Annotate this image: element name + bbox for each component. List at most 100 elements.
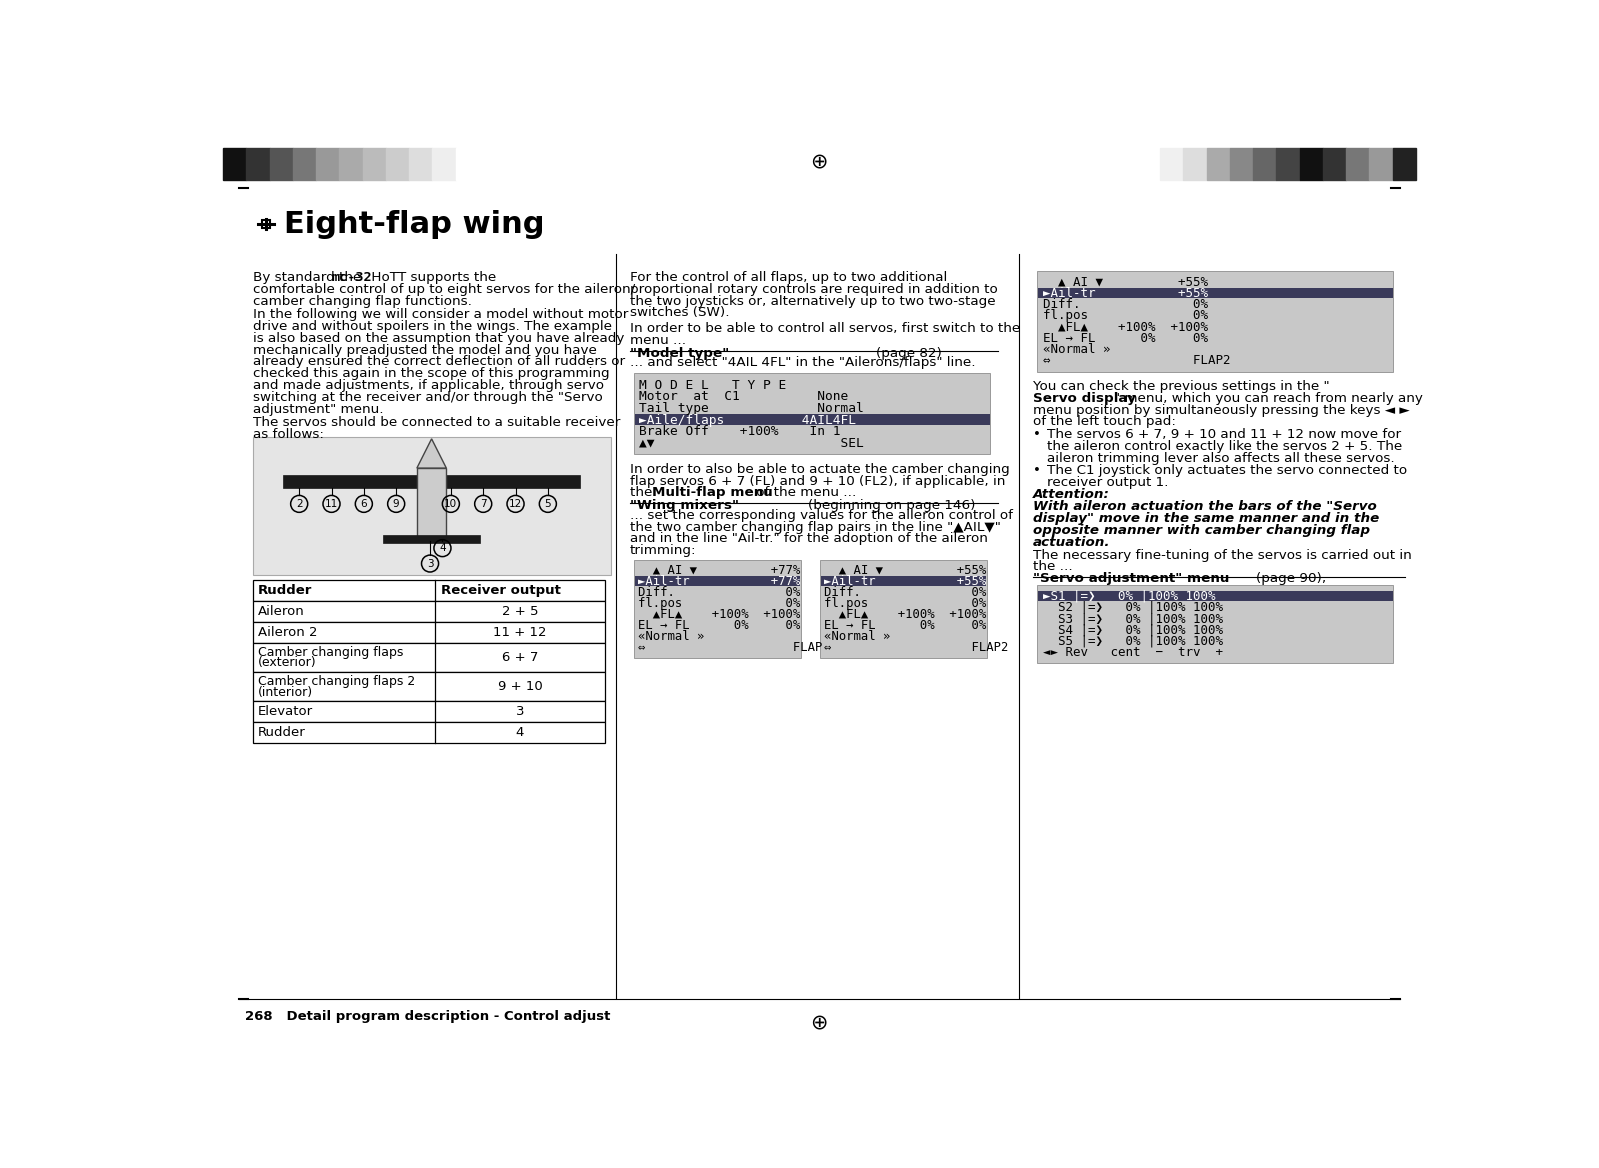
Bar	[417, 468, 446, 541]
Text: the aileron control exactly like the servos 2 + 5. The: the aileron control exactly like the ser…	[1047, 440, 1402, 453]
Text: Diff.               0%: Diff. 0%	[1043, 298, 1209, 311]
Text: "Model type": "Model type"	[630, 347, 729, 360]
Text: EL → FL      0%     0%: EL → FL 0% 0%	[1043, 332, 1209, 345]
Text: (page 90),: (page 90),	[1257, 572, 1327, 585]
Text: opposite manner with camber changing flap: opposite manner with camber changing fla…	[1033, 524, 1370, 537]
Text: as follows:: as follows:	[253, 427, 323, 442]
Text: Eight-flap wing: Eight-flap wing	[283, 210, 544, 239]
Text: 9: 9	[393, 499, 400, 509]
Text: You can check the previous settings in the ": You can check the previous settings in t…	[1033, 380, 1330, 392]
Bar	[246, 148, 270, 180]
Text: and made adjustments, if applicable, through servo: and made adjustments, if applicable, thr…	[253, 380, 603, 392]
Bar	[363, 148, 385, 180]
Text: Rudder: Rudder	[257, 584, 312, 597]
Bar	[253, 580, 604, 602]
Text: S2 |=❯   0% |100% 100%: S2 |=❯ 0% |100% 100%	[1043, 602, 1223, 614]
Bar	[1393, 148, 1415, 180]
Text: 5: 5	[545, 499, 552, 509]
Text: ⊕: ⊕	[811, 1013, 828, 1033]
Text: Aileron 2: Aileron 2	[257, 626, 318, 639]
Text: drive and without spoilers in the wings. The example: drive and without spoilers in the wings.…	[253, 320, 611, 333]
Text: 2: 2	[296, 499, 302, 509]
Bar	[1207, 148, 1230, 180]
Text: the two joysticks or, alternatively up to two two-stage: the two joysticks or, alternatively up t…	[630, 294, 996, 307]
Bar	[339, 148, 363, 180]
Text: 9 + 10: 9 + 10	[497, 680, 542, 693]
Text: of the left touch pad:: of the left touch pad:	[1033, 416, 1175, 429]
Bar	[1276, 148, 1300, 180]
Text: The C1 joystick only actuates the servo connected to: The C1 joystick only actuates the servo …	[1047, 464, 1407, 477]
Text: receiver output 1.: receiver output 1.	[1047, 475, 1169, 488]
Text: ►Ail-tr           +55%: ►Ail-tr +55%	[1043, 287, 1209, 300]
Text: 3: 3	[516, 705, 524, 718]
Text: ▲▼                        SEL: ▲▼ SEL	[640, 437, 863, 450]
Bar	[1346, 148, 1369, 180]
Text: camber changing flap functions.: camber changing flap functions.	[253, 294, 472, 307]
Bar	[224, 148, 246, 180]
Text: The servos 6 + 7, 9 + 10 and 11 + 12 now move for: The servos 6 + 7, 9 + 10 and 11 + 12 now…	[1047, 429, 1401, 442]
Bar	[253, 438, 611, 575]
Text: switching at the receiver and/or through the "Servo: switching at the receiver and/or through…	[253, 391, 603, 404]
Bar	[253, 722, 604, 743]
Text: fl.pos              0%: fl.pos 0%	[823, 597, 987, 610]
Text: In order to be able to control all servos, first switch to the: In order to be able to control all servo…	[630, 322, 1020, 335]
Bar	[1036, 271, 1393, 371]
Bar	[253, 623, 604, 642]
Text: ... set the corresponding values for the aileron control of: ... set the corresponding values for the…	[630, 509, 1014, 522]
Bar	[635, 415, 990, 425]
Bar	[293, 148, 317, 180]
Text: actuation.: actuation.	[1033, 536, 1110, 549]
Bar	[317, 148, 339, 180]
Bar	[456, 148, 478, 180]
Text: 268   Detail program description - Control adjust: 268 Detail program description - Control…	[245, 1010, 611, 1023]
Text: HoTT supports the: HoTT supports the	[368, 271, 497, 284]
Text: EL → FL      0%     0%: EL → FL 0% 0%	[823, 619, 987, 632]
Text: ►Aile/flaps          4AIL4FL: ►Aile/flaps 4AIL4FL	[640, 413, 857, 426]
Text: (interior): (interior)	[257, 686, 313, 698]
Text: (page 82): (page 82)	[876, 347, 942, 360]
Text: flap servos 6 + 7 (FL) and 9 + 10 (FL2), if applicable, in: flap servos 6 + 7 (FL) and 9 + 10 (FL2),…	[630, 474, 1006, 487]
Text: ►Ail-tr           +55%: ►Ail-tr +55%	[823, 575, 987, 588]
Bar	[1183, 148, 1207, 180]
Text: 6 + 7: 6 + 7	[502, 651, 539, 663]
Text: 10: 10	[445, 499, 457, 509]
Text: proportional rotary controls are required in addition to: proportional rotary controls are require…	[630, 283, 998, 296]
Bar	[253, 672, 604, 701]
Bar	[1230, 148, 1254, 180]
Text: S3 |=❯   0% |100% 100%: S3 |=❯ 0% |100% 100%	[1043, 612, 1223, 625]
Text: EL → FL      0%     0%: EL → FL 0% 0%	[638, 619, 800, 632]
Text: ⇔                   FLAP2: ⇔ FLAP2	[823, 641, 1007, 654]
Text: Rudder: Rudder	[257, 726, 305, 739]
Text: 12: 12	[508, 499, 523, 509]
Text: aileron trimming lever also affects all these servos.: aileron trimming lever also affects all …	[1047, 452, 1394, 465]
Bar	[1322, 148, 1346, 180]
Bar	[1300, 148, 1322, 180]
Text: Servo display: Servo display	[1033, 391, 1135, 405]
Text: Tail type              Normal: Tail type Normal	[640, 402, 863, 415]
Text: trimming:: trimming:	[630, 544, 697, 557]
Text: 6: 6	[360, 499, 368, 509]
Text: the ...: the ...	[1033, 561, 1073, 573]
Text: In the following we will consider a model without motor: In the following we will consider a mode…	[253, 308, 628, 321]
Text: ▲FL▲    +100%  +100%: ▲FL▲ +100% +100%	[1043, 320, 1209, 334]
Text: Aileron: Aileron	[257, 605, 305, 618]
Text: ▲FL▲    +100%  +100%: ▲FL▲ +100% +100%	[823, 607, 987, 620]
Text: 7: 7	[480, 499, 486, 509]
Text: Attention:: Attention:	[1033, 488, 1110, 501]
Text: adjustment" menu.: adjustment" menu.	[253, 403, 384, 416]
Text: checked this again in the scope of this programming: checked this again in the scope of this …	[253, 367, 609, 381]
Bar	[1254, 148, 1276, 180]
Text: Diff.               0%: Diff. 0%	[823, 586, 987, 599]
Text: menu position by simultaneously pressing the keys ◄ ►: menu position by simultaneously pressing…	[1033, 403, 1410, 417]
Bar	[1161, 148, 1183, 180]
Text: S5 |=❯   0% |100% 100%: S5 |=❯ 0% |100% 100%	[1043, 634, 1223, 648]
Text: (beginning on page 146): (beginning on page 146)	[807, 499, 975, 513]
Bar	[253, 701, 604, 722]
Text: ►Ail-tr           +77%: ►Ail-tr +77%	[638, 575, 800, 588]
Text: ▲FL▲    +100%  +100%: ▲FL▲ +100% +100%	[638, 607, 800, 620]
Text: mc-32: mc-32	[331, 271, 373, 284]
Text: and in the line "Ail-tr." for the adoption of the aileron: and in the line "Ail-tr." for the adopti…	[630, 533, 988, 545]
Text: comfortable control of up to eight servos for the aileron/: comfortable control of up to eight servo…	[253, 283, 635, 296]
Text: Camber changing flaps 2: Camber changing flaps 2	[257, 675, 416, 688]
Text: S4 |=❯   0% |100% 100%: S4 |=❯ 0% |100% 100%	[1043, 624, 1223, 637]
